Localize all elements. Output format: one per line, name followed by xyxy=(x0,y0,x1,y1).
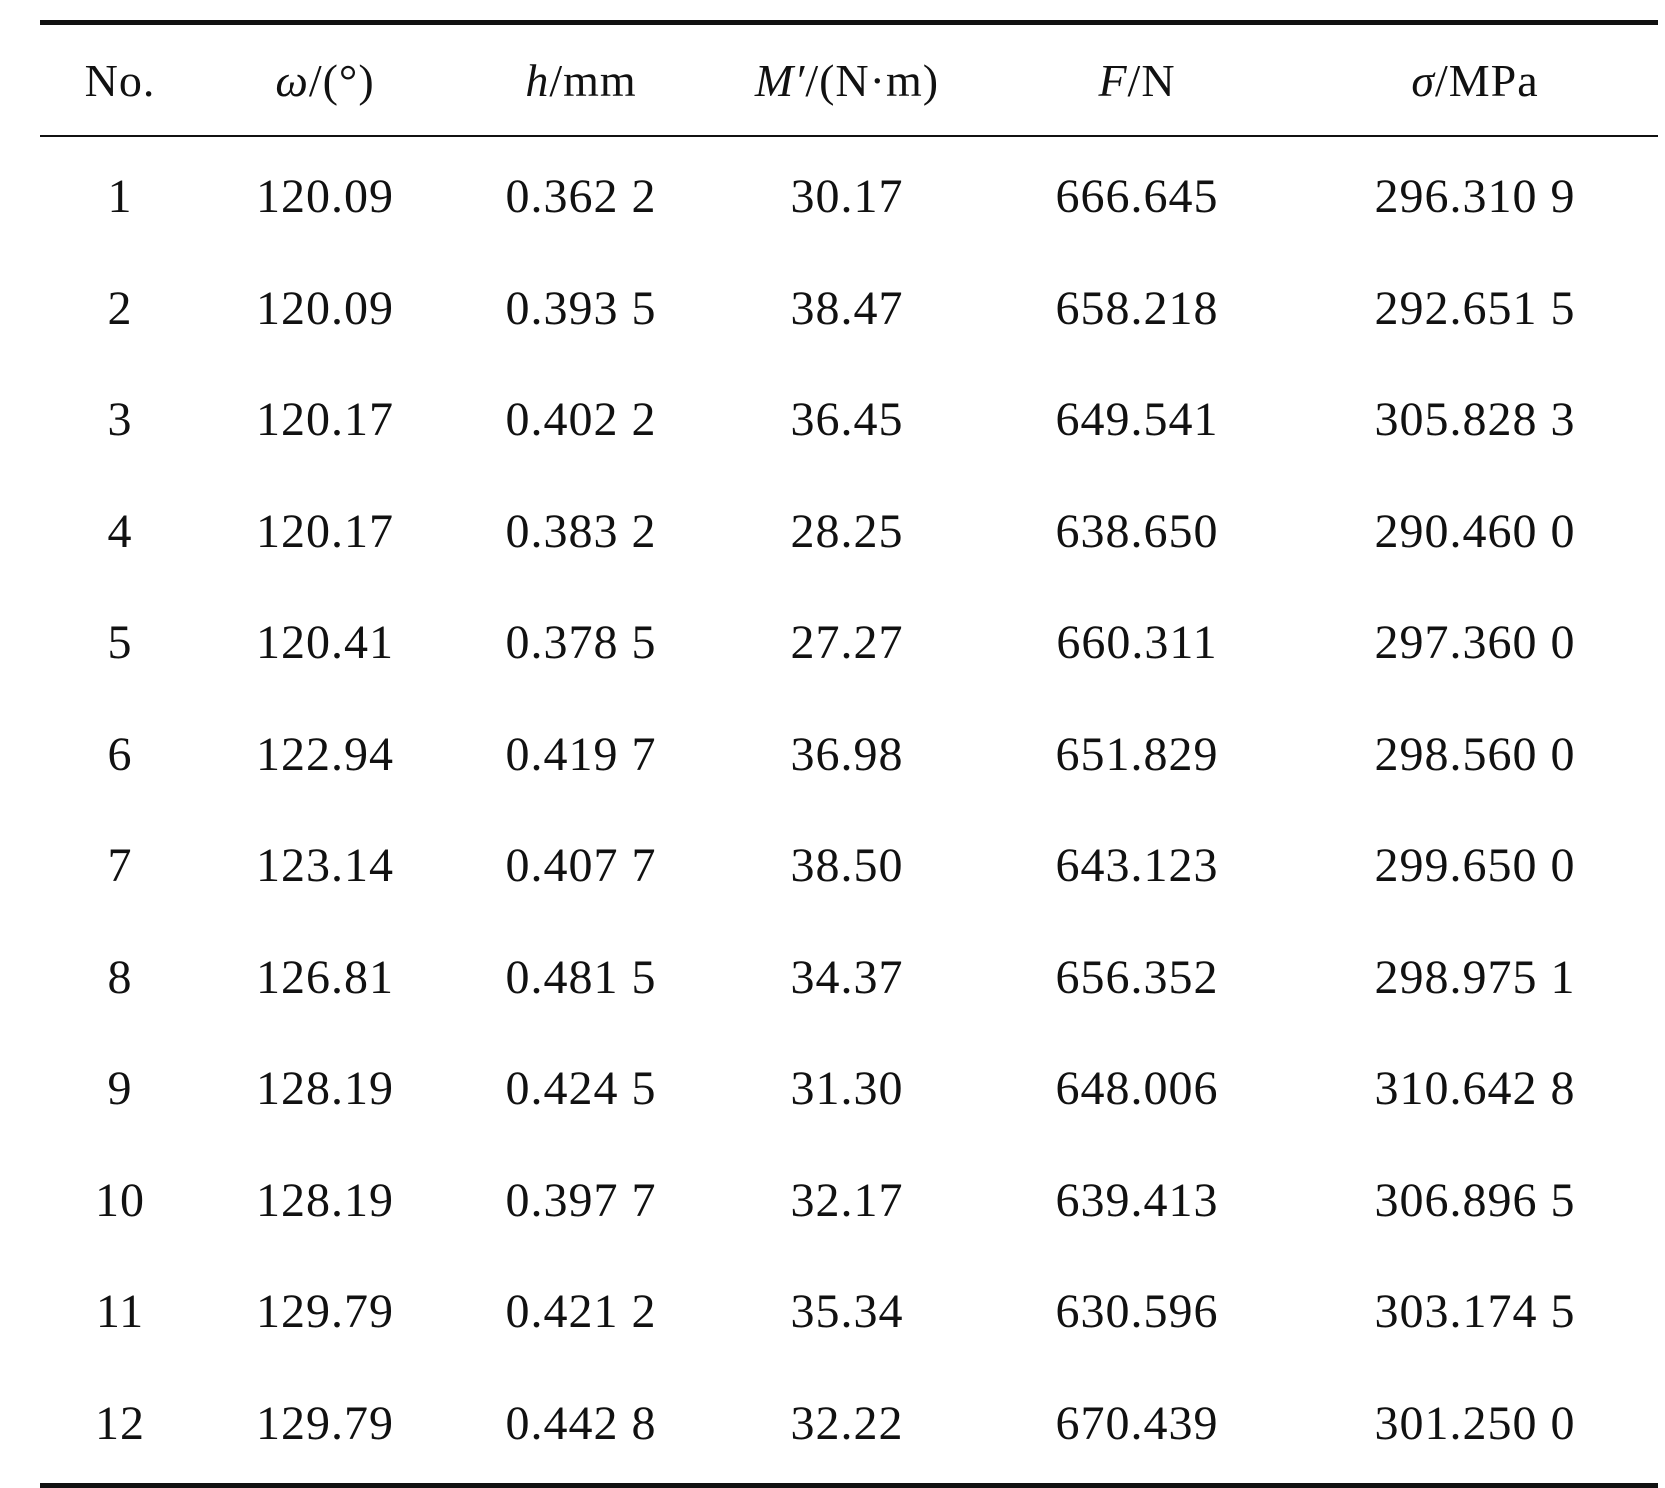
cell-no: 2 xyxy=(107,281,133,335)
table-body: 1 120.09 0.362 2 30.17 666.645 296.310 9 2 120.… xyxy=(40,137,1658,1483)
table-row: 5 120.41 0.378 5 27.27 660.311 297.360 0 xyxy=(40,587,1658,699)
cell-sigma: 305.828 3 xyxy=(1374,393,1576,447)
cell-sigma: 290.460 0 xyxy=(1374,504,1576,558)
cell-omega: 128.19 xyxy=(256,1062,394,1116)
cell-sigma: 296.310 9 xyxy=(1374,170,1576,224)
cell-no: 10 xyxy=(95,1173,145,1227)
table-row: 7 123.14 0.407 7 38.50 643.123 299.650 0 xyxy=(40,810,1658,922)
table-row: 3 120.17 0.402 2 36.45 649.541 305.828 3 xyxy=(40,364,1658,476)
cell-force: 630.596 xyxy=(1055,1285,1219,1339)
cell-omega: 120.41 xyxy=(256,616,394,670)
cell-moment: 31.30 xyxy=(790,1062,904,1116)
cell-sigma: 301.250 0 xyxy=(1374,1396,1576,1450)
cell-sigma: 299.650 0 xyxy=(1374,839,1576,893)
cell-h: 0.362 2 xyxy=(505,170,657,224)
cell-no: 7 xyxy=(107,839,133,893)
cell-h: 0.383 2 xyxy=(505,504,657,558)
cell-moment: 38.47 xyxy=(790,281,904,335)
header-h: h/mm xyxy=(525,54,637,106)
table-row: 12 129.79 0.442 8 32.22 670.439 301.250 0 xyxy=(40,1368,1658,1480)
cell-force: 658.218 xyxy=(1055,281,1219,335)
cell-sigma: 310.642 8 xyxy=(1374,1062,1576,1116)
header-omega: ω/(°) xyxy=(275,54,375,106)
cell-h: 0.393 5 xyxy=(505,281,657,335)
cell-no: 11 xyxy=(95,1285,145,1339)
table-header-rule xyxy=(40,135,1658,137)
header-force: F/N xyxy=(1098,54,1176,106)
cell-sigma: 298.975 1 xyxy=(1374,950,1576,1004)
cell-force: 660.311 xyxy=(1056,616,1218,670)
table-row: 1 120.09 0.362 2 30.17 666.645 296.310 9 xyxy=(40,141,1658,253)
cell-moment: 32.22 xyxy=(790,1396,904,1450)
cell-force: 656.352 xyxy=(1055,950,1219,1004)
cell-no: 8 xyxy=(107,950,133,1004)
cell-moment: 34.37 xyxy=(790,950,904,1004)
cell-omega: 123.14 xyxy=(256,839,394,893)
cell-no: 5 xyxy=(107,616,133,670)
cell-force: 670.439 xyxy=(1055,1396,1219,1450)
cell-no: 6 xyxy=(107,727,133,781)
cell-omega: 128.19 xyxy=(256,1173,394,1227)
cell-h: 0.407 7 xyxy=(505,839,657,893)
cell-omega: 129.79 xyxy=(256,1285,394,1339)
cell-h: 0.378 5 xyxy=(505,616,657,670)
table-row: 4 120.17 0.383 2 28.25 638.650 290.460 0 xyxy=(40,476,1658,588)
table-header-row: No. ω/(°) h/mm M′/(N·m) F/N σ/MPa xyxy=(40,25,1658,135)
cell-moment: 35.34 xyxy=(790,1285,904,1339)
cell-omega: 120.17 xyxy=(256,504,394,558)
cell-omega: 120.09 xyxy=(256,281,394,335)
cell-no: 9 xyxy=(107,1062,133,1116)
cell-h: 0.442 8 xyxy=(505,1396,657,1450)
cell-h: 0.397 7 xyxy=(505,1173,657,1227)
table-row: 9 128.19 0.424 5 31.30 648.006 310.642 8 xyxy=(40,1033,1658,1145)
cell-sigma: 306.896 5 xyxy=(1374,1173,1576,1227)
cell-omega: 120.09 xyxy=(256,170,394,224)
cell-h: 0.481 5 xyxy=(505,950,657,1004)
cell-h: 0.402 2 xyxy=(505,393,657,447)
cell-omega: 120.17 xyxy=(256,393,394,447)
cell-force: 639.413 xyxy=(1055,1173,1219,1227)
cell-omega: 129.79 xyxy=(256,1396,394,1450)
header-sigma: σ/MPa xyxy=(1411,54,1539,106)
table-row: 2 120.09 0.393 5 38.47 658.218 292.651 5 xyxy=(40,253,1658,365)
cell-no: 12 xyxy=(95,1396,145,1450)
cell-force: 648.006 xyxy=(1055,1062,1219,1116)
cell-sigma: 297.360 0 xyxy=(1374,616,1576,670)
header-moment: M′/(N·m) xyxy=(754,54,940,106)
cell-force: 638.650 xyxy=(1055,504,1219,558)
cell-omega: 126.81 xyxy=(256,950,394,1004)
table-row: 6 122.94 0.419 7 36.98 651.829 298.560 0 xyxy=(40,699,1658,811)
cell-force: 649.541 xyxy=(1055,393,1219,447)
cell-moment: 36.45 xyxy=(790,393,904,447)
cell-h: 0.419 7 xyxy=(505,727,657,781)
cell-moment: 32.17 xyxy=(790,1173,904,1227)
header-no: No. xyxy=(84,54,156,106)
data-table: No. ω/(°) h/mm M′/(N·m) F/N σ/MPa 1 120.0… xyxy=(40,20,1658,1488)
cell-moment: 36.98 xyxy=(790,727,904,781)
cell-no: 1 xyxy=(107,170,133,224)
cell-no: 3 xyxy=(107,393,133,447)
table-row: 8 126.81 0.481 5 34.37 656.352 298.975 1 xyxy=(40,922,1658,1034)
cell-force: 643.123 xyxy=(1055,839,1219,893)
cell-force: 651.829 xyxy=(1055,727,1219,781)
cell-moment: 28.25 xyxy=(790,504,904,558)
cell-moment: 38.50 xyxy=(790,839,904,893)
cell-no: 4 xyxy=(107,504,133,558)
table-row: 11 129.79 0.421 2 35.34 630.596 303.174 5 xyxy=(40,1256,1658,1368)
cell-h: 0.424 5 xyxy=(505,1062,657,1116)
cell-sigma: 298.560 0 xyxy=(1374,727,1576,781)
table-row: 10 128.19 0.397 7 32.17 639.413 306.896 5 xyxy=(40,1145,1658,1257)
cell-h: 0.421 2 xyxy=(505,1285,657,1339)
cell-sigma: 303.174 5 xyxy=(1374,1285,1576,1339)
table-top-rule xyxy=(40,20,1658,25)
cell-sigma: 292.651 5 xyxy=(1374,281,1576,335)
cell-force: 666.645 xyxy=(1055,170,1219,224)
cell-omega: 122.94 xyxy=(256,727,394,781)
cell-moment: 30.17 xyxy=(790,170,904,224)
cell-moment: 27.27 xyxy=(790,616,904,670)
